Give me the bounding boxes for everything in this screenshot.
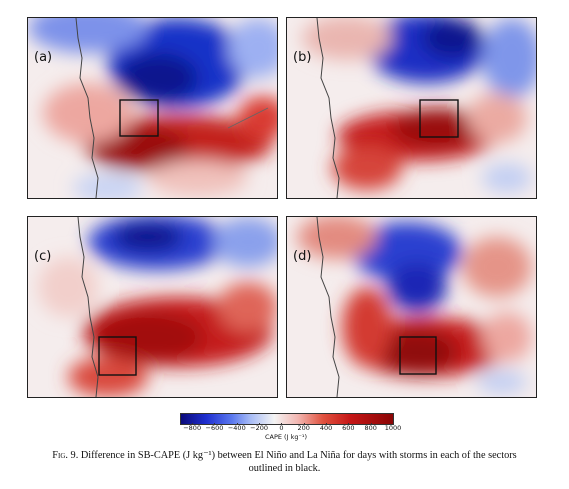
panel-c: (c) bbox=[27, 216, 278, 398]
colorbar-tick-mark bbox=[348, 423, 350, 425]
panel-a: (a) bbox=[27, 17, 278, 199]
colorbar-tick-mark bbox=[259, 423, 261, 425]
colorbar-tick-label: −600 bbox=[205, 424, 224, 432]
colorbar-tick-mark bbox=[281, 423, 283, 425]
colorbar-tick-label: 800 bbox=[364, 424, 377, 432]
colorbar-tick-label: 200 bbox=[297, 424, 310, 432]
sector-box-d bbox=[399, 336, 437, 375]
panel-d: (d) bbox=[286, 216, 537, 398]
sector-box-c bbox=[98, 336, 137, 376]
colorbar-tick-label: −400 bbox=[227, 424, 246, 432]
colorbar-tick-mark bbox=[192, 423, 194, 425]
caption-text-line2: outlined in black. bbox=[248, 463, 321, 474]
sector-box-b bbox=[419, 99, 459, 138]
figure-caption: Fig. 9. Difference in SB-CAPE (J kg⁻¹) b… bbox=[18, 449, 551, 475]
colorbar-tick-label: 0 bbox=[279, 424, 284, 432]
colorbar-tick-label: 400 bbox=[319, 424, 333, 432]
colorbar-tick-label: −800 bbox=[183, 424, 202, 432]
colorbar-tick-mark bbox=[214, 423, 216, 425]
panel-b: (b) bbox=[286, 17, 537, 199]
coastline-d bbox=[316, 217, 340, 397]
colorbar-tick-label: −200 bbox=[250, 424, 269, 432]
sector-box-a bbox=[119, 99, 159, 137]
colorbar-tick-label: 600 bbox=[342, 424, 355, 432]
caption-text-line1: Difference in SB-CAPE (J kg⁻¹) between E… bbox=[78, 450, 517, 461]
caption-prefix: Fig. 9. bbox=[52, 450, 79, 461]
coastline-c bbox=[77, 217, 99, 397]
panel-label-c: (c) bbox=[34, 249, 52, 264]
coastline-b bbox=[316, 18, 340, 198]
colorbar-tick-mark bbox=[326, 423, 328, 425]
panel-label-a: (a) bbox=[34, 50, 53, 65]
panel-label-b: (b) bbox=[293, 50, 312, 65]
colorbar-tick-mark bbox=[370, 423, 372, 425]
colorbar-tick-mark bbox=[236, 423, 238, 425]
colorbar-tick-label: 1000 bbox=[384, 424, 402, 432]
panel-label-d: (d) bbox=[293, 249, 312, 264]
coastline-a bbox=[75, 18, 99, 198]
colorbar-tick-mark bbox=[393, 423, 394, 425]
colorbar-label: CAPE (J kg⁻¹) bbox=[264, 433, 308, 441]
colorbar-tick-mark bbox=[303, 423, 305, 425]
colorbar bbox=[180, 413, 394, 425]
